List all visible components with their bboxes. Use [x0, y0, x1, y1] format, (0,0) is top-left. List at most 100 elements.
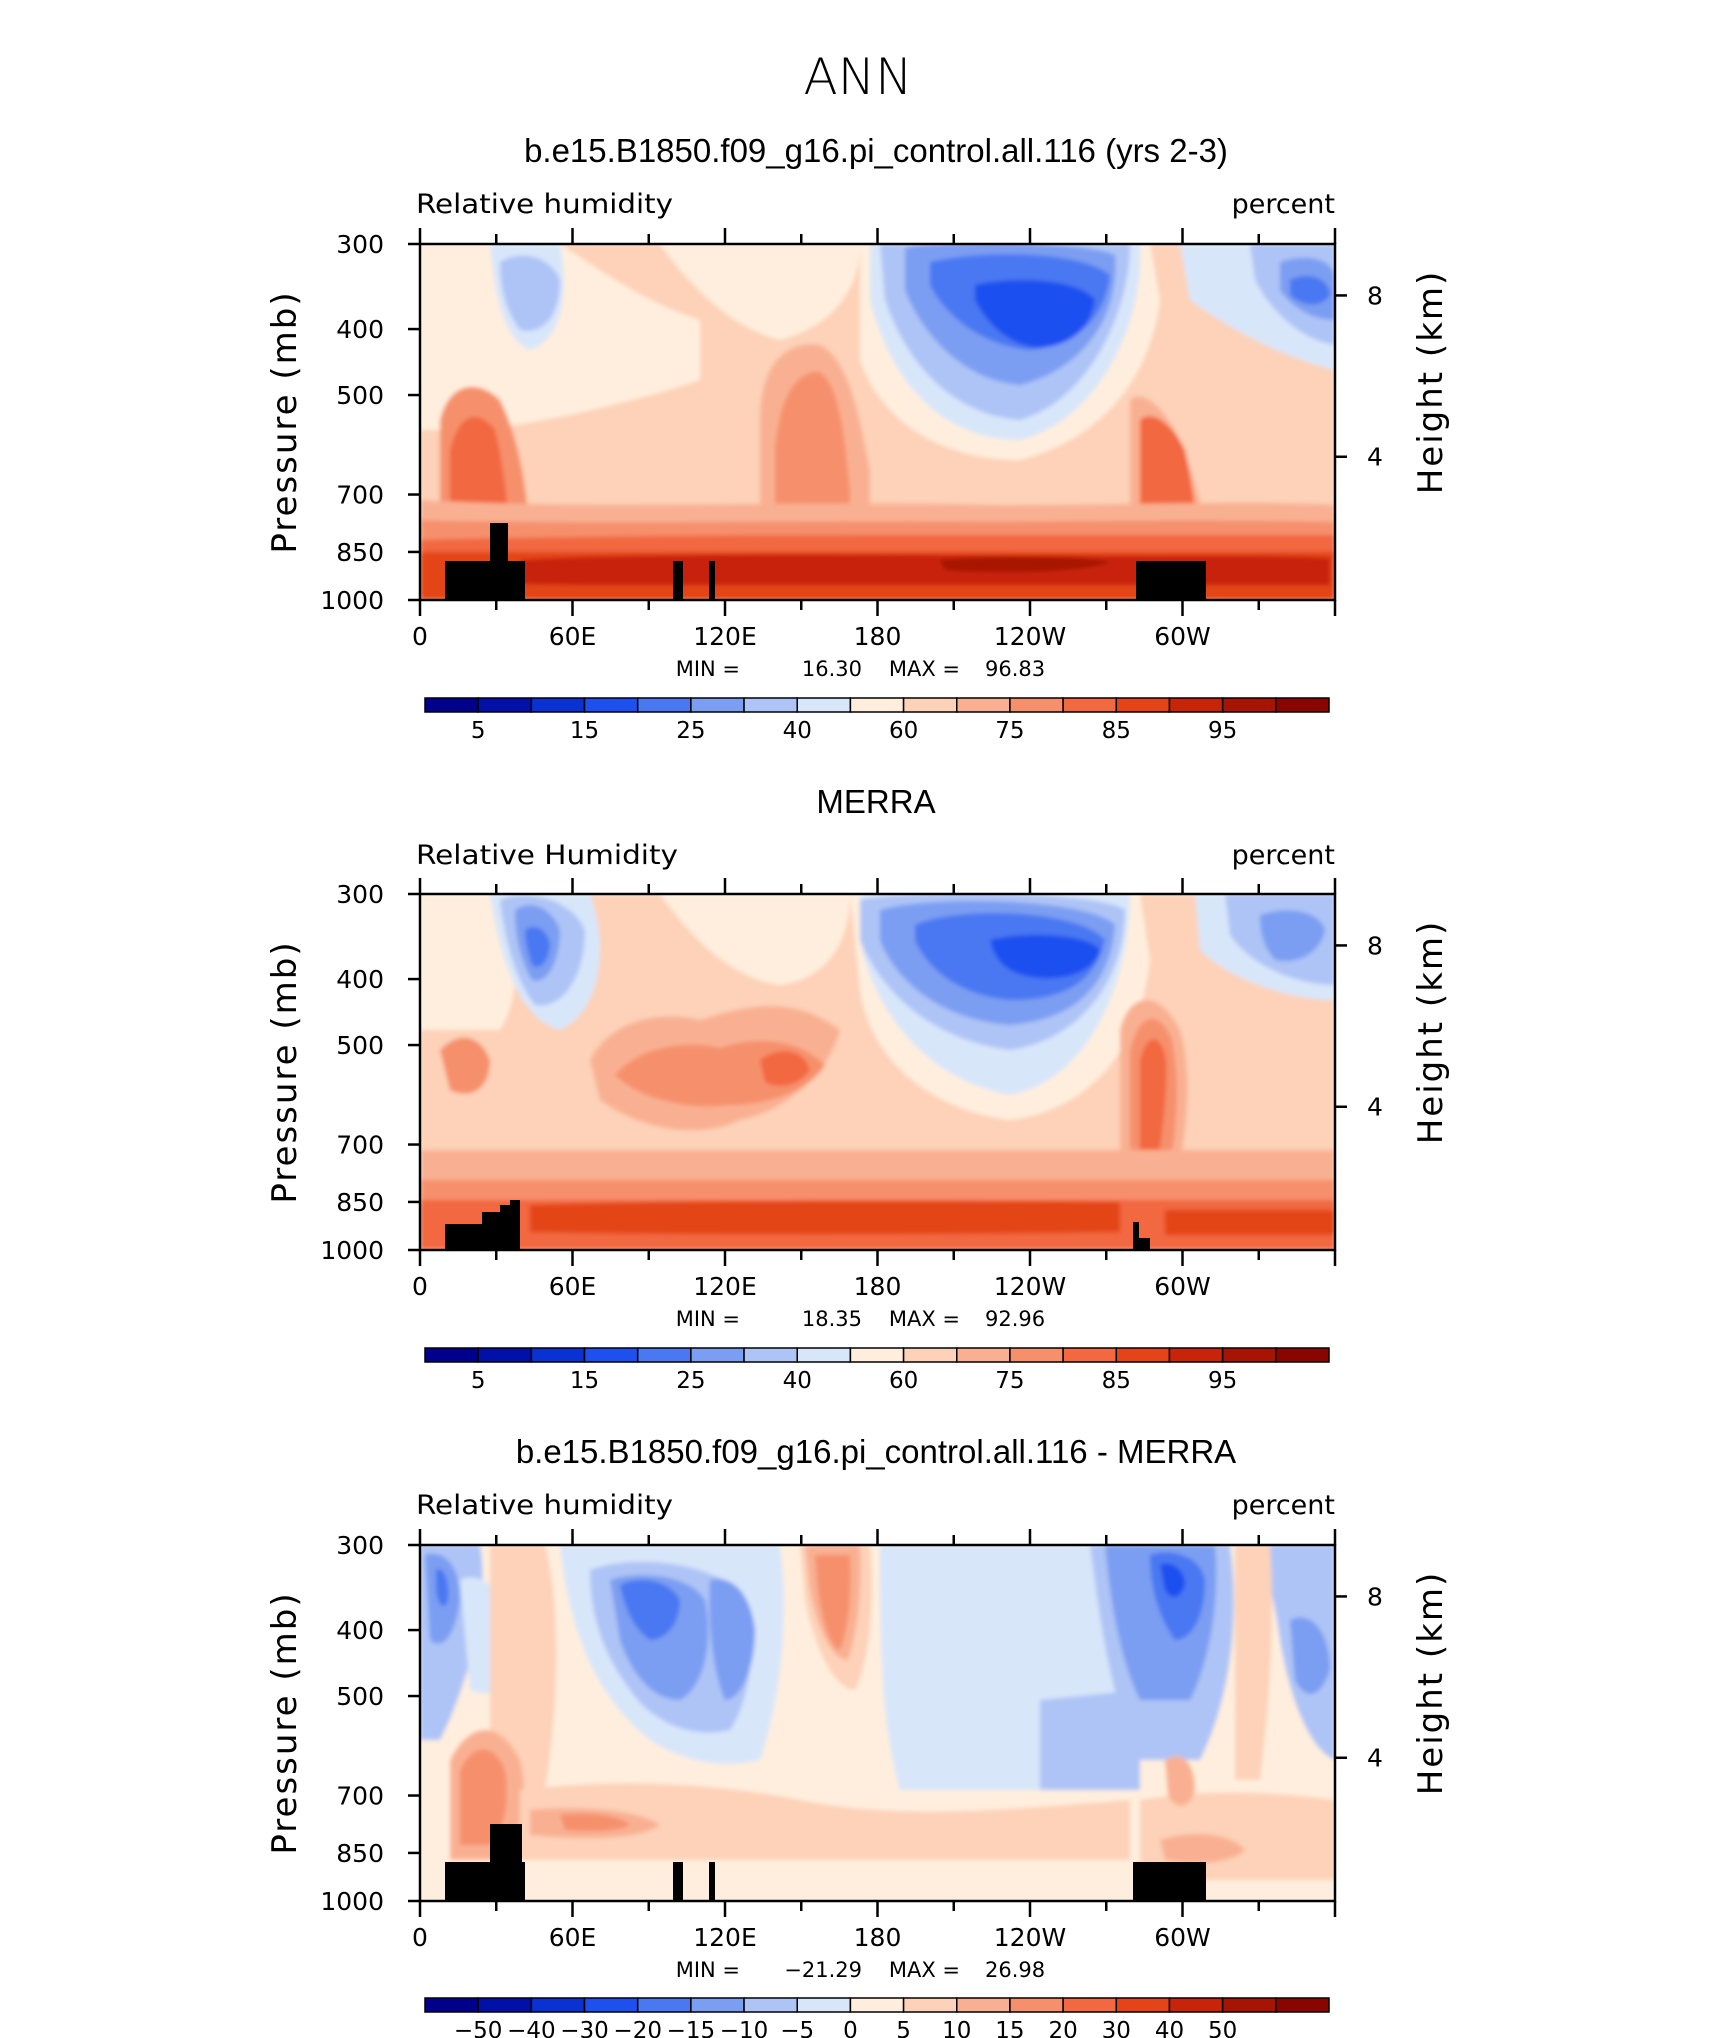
colorbar-box: [1115, 697, 1171, 713]
colorbar-box: [1009, 697, 1064, 713]
y-tick-label: 700: [336, 1782, 384, 1811]
y-tick-label: 700: [336, 1131, 384, 1160]
colorbar-label: 95: [1208, 1368, 1237, 1394]
colorbar-box: [530, 1997, 586, 2013]
colorbar-box: [1275, 697, 1330, 713]
colorbar-label: 5: [471, 1368, 486, 1394]
colorbar-box: [424, 1997, 479, 2013]
max-value: 92.96: [985, 1307, 1045, 1331]
colorbar-label: −5: [780, 2018, 814, 2038]
colorbar-box: [956, 1347, 1011, 1363]
y-tick-label: 700: [336, 481, 384, 510]
x-tick-label: 60W: [1154, 1923, 1211, 1952]
x-tick-label: 60W: [1154, 622, 1211, 651]
y-tick-label: 850: [336, 1188, 384, 1217]
x-tick-label: 60E: [549, 1923, 597, 1952]
y-tick-label: 500: [336, 1682, 384, 1711]
y-tick-label: 850: [336, 538, 384, 567]
colorbar-box: [477, 1997, 533, 2013]
colorbar-box: [743, 1347, 798, 1363]
variable-label: Relative humidity: [416, 189, 673, 220]
x-tick-label: 0: [412, 1272, 428, 1301]
colorbar-box: [477, 697, 533, 713]
colorbar-label: 25: [676, 1368, 705, 1394]
x-tick-label: 120E: [693, 622, 757, 651]
colorbar-label: 5: [896, 2018, 911, 2038]
colorbar-box: [530, 697, 586, 713]
topography-mask: [445, 1200, 1150, 1250]
colorbar-box: [1275, 1347, 1330, 1363]
colorbar-box: [636, 697, 692, 713]
height-tick-label: 8: [1367, 1582, 1383, 1611]
y-axis-title: Pressure (mb): [265, 940, 305, 1203]
panel-title: b.e15.B1850.f09_g16.pi_control.all.116 -…: [516, 1433, 1236, 1470]
colorbar-box: [796, 1997, 852, 2013]
max-value: 26.98: [985, 1958, 1045, 1982]
colorbar-label: −15: [667, 2018, 716, 2038]
colorbar-box: [796, 1347, 852, 1363]
colorbar-label: 40: [783, 718, 812, 744]
colorbar-box: [1275, 1997, 1330, 2013]
colorbar-label: 25: [676, 718, 705, 744]
colorbar-label: 40: [783, 1368, 812, 1394]
y-tick-label: 500: [336, 1031, 384, 1060]
colorbar-box: [583, 697, 639, 713]
height-tick-label: 8: [1367, 931, 1383, 960]
min-label: MIN =: [676, 1307, 740, 1331]
panel-title: b.e15.B1850.f09_g16.pi_control.all.116 (…: [524, 132, 1228, 169]
y-tick-label: 850: [336, 1839, 384, 1868]
colorbar-label: 5: [471, 718, 486, 744]
x-tick-label: 120W: [994, 1923, 1066, 1952]
x-tick-label: 180: [854, 1923, 902, 1952]
y-tick-label: 1000: [320, 586, 384, 615]
topography-mask: [445, 523, 1206, 600]
variable-label: Relative humidity: [416, 1490, 673, 1521]
max-label: MAX =: [889, 657, 960, 681]
colorbar-box: [1062, 697, 1118, 713]
height-tick-label: 4: [1367, 1093, 1383, 1122]
x-tick-label: 120W: [994, 1272, 1066, 1301]
colorbar-label: −50: [454, 2018, 503, 2038]
colorbar-label: −30: [560, 2018, 609, 2038]
colorbar-box: [1221, 697, 1277, 713]
colorbar-box: [1168, 1347, 1224, 1363]
colorbar-box: [583, 1347, 639, 1363]
colorbar-label: −20: [613, 2018, 662, 2038]
height-tick-label: 8: [1367, 281, 1383, 310]
right-axis-title: Height (km): [1411, 1571, 1451, 1796]
colorbar-box: [849, 1347, 905, 1363]
colorbar-box: [849, 1997, 905, 2013]
right-axis-title: Height (km): [1411, 920, 1451, 1145]
colorbar-label: 20: [1048, 2018, 1077, 2038]
contour-field: [420, 244, 1335, 600]
colorbar-box: [424, 697, 479, 713]
colorbar-label: 15: [570, 718, 599, 744]
colorbar-box: [583, 1997, 639, 2013]
x-tick-label: 0: [412, 1923, 428, 1952]
colorbar-box: [477, 1347, 533, 1363]
colorbar-label: 10: [942, 2018, 971, 2038]
x-tick-label: 60W: [1154, 1272, 1211, 1301]
x-tick-label: 0: [412, 622, 428, 651]
colorbar-label: 60: [889, 718, 918, 744]
colorbar-box: [1062, 1347, 1118, 1363]
colorbar-label: 85: [1102, 1368, 1131, 1394]
colorbar-box: [1115, 1997, 1171, 2013]
contour-field: [420, 894, 1335, 1250]
colorbar-box: [743, 697, 798, 713]
x-tick-label: 120E: [693, 1272, 757, 1301]
units-label: percent: [1232, 189, 1335, 220]
colorbar-box: [1221, 1997, 1277, 2013]
colorbar-label: 0: [843, 2018, 858, 2038]
colorbar-label: −40: [507, 2018, 556, 2038]
colorbar-label: −10: [720, 2018, 769, 2038]
colorbar-label: 95: [1208, 718, 1237, 744]
x-tick-label: 60E: [549, 622, 597, 651]
colorbar-label: 50: [1208, 2018, 1237, 2038]
topography-mask: [445, 1824, 1206, 1901]
colorbar-label: 40: [1155, 2018, 1184, 2038]
contour-field: [420, 1545, 1335, 1901]
colorbar-label: 30: [1102, 2018, 1131, 2038]
